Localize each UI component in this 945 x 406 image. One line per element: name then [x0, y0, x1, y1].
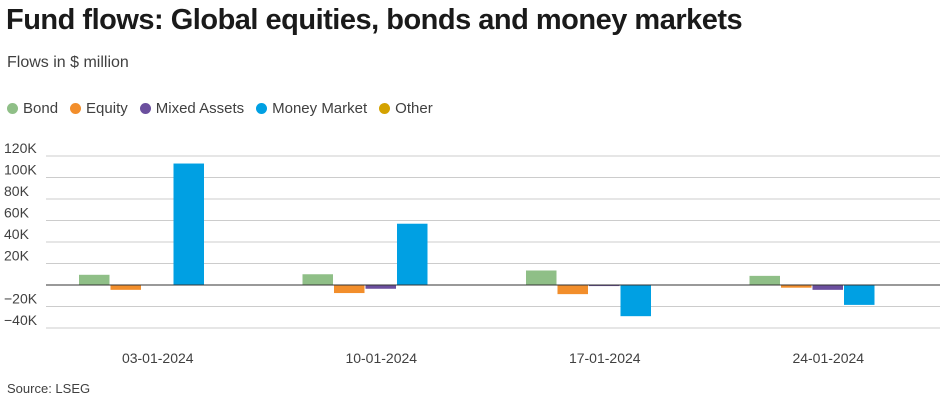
bar-equity [781, 285, 812, 288]
bar-bond [526, 270, 557, 285]
x-tick-label: 03-01-2024 [122, 350, 194, 366]
legend-swatch-mixed-assets [139, 103, 151, 114]
bar-money-market [397, 223, 428, 285]
legend-item-bond: Bond [7, 100, 58, 117]
y-tick-label: 80K [4, 183, 30, 199]
bar-chart: −40K −20K 20K 40K 60K 80K 100K 120K 03-01-2024 10… [4, 140, 940, 366]
y-tick-label: 60K [4, 205, 30, 221]
y-tick-label: −20K [4, 291, 38, 307]
chart-subtitle: Flows in $ million [7, 54, 129, 71]
legend-label-money-market: Money Market [272, 100, 368, 117]
bar-mixed-assets [589, 285, 620, 287]
bar-money-market [844, 285, 875, 305]
legend-label-mixed-assets: Mixed Assets [155, 100, 245, 117]
bar-mixed-assets [812, 285, 843, 290]
legend-label-other: Other [395, 100, 433, 117]
x-tick-label: 17-01-2024 [569, 350, 641, 366]
bar-equity [557, 285, 588, 295]
y-tick-label: 120K [4, 140, 37, 156]
legend: Bond Equity Mixed Assets Money Market Ot… [7, 100, 433, 117]
bar-bond [79, 274, 110, 285]
chart-title: Fund flows: Global equities, bonds and m… [6, 4, 743, 36]
bar-equity [110, 285, 141, 290]
bar-money-market [173, 163, 204, 285]
y-tick-label: −40K [4, 312, 38, 328]
y-tick-label: 100K [4, 162, 37, 178]
legend-item-mixed-assets: Mixed Assets [139, 100, 245, 117]
y-tick-label: 20K [4, 248, 30, 264]
x-tick-label: 24-01-2024 [792, 350, 864, 366]
legend-item-equity: Equity [70, 100, 128, 117]
legend-swatch-money-market [256, 103, 268, 114]
legend-swatch-equity [70, 103, 82, 114]
legend-item-money-market: Money Market [256, 100, 367, 117]
bar-money-market [620, 285, 651, 317]
legend-label-bond: Bond [23, 100, 59, 117]
bar-bond [302, 274, 333, 285]
bar-mixed-assets [365, 285, 396, 289]
x-tick-label: 10-01-2024 [345, 350, 417, 366]
bar-equity [334, 285, 365, 294]
legend-swatch-bond [7, 103, 18, 114]
legend-item-other: Other [379, 100, 433, 117]
bar-bond [749, 275, 780, 285]
source-note: Source: LSEG [7, 381, 91, 396]
legend-label-equity: Equity [86, 100, 128, 117]
legend-swatch-other [379, 103, 391, 114]
y-tick-label: 40K [4, 226, 30, 242]
